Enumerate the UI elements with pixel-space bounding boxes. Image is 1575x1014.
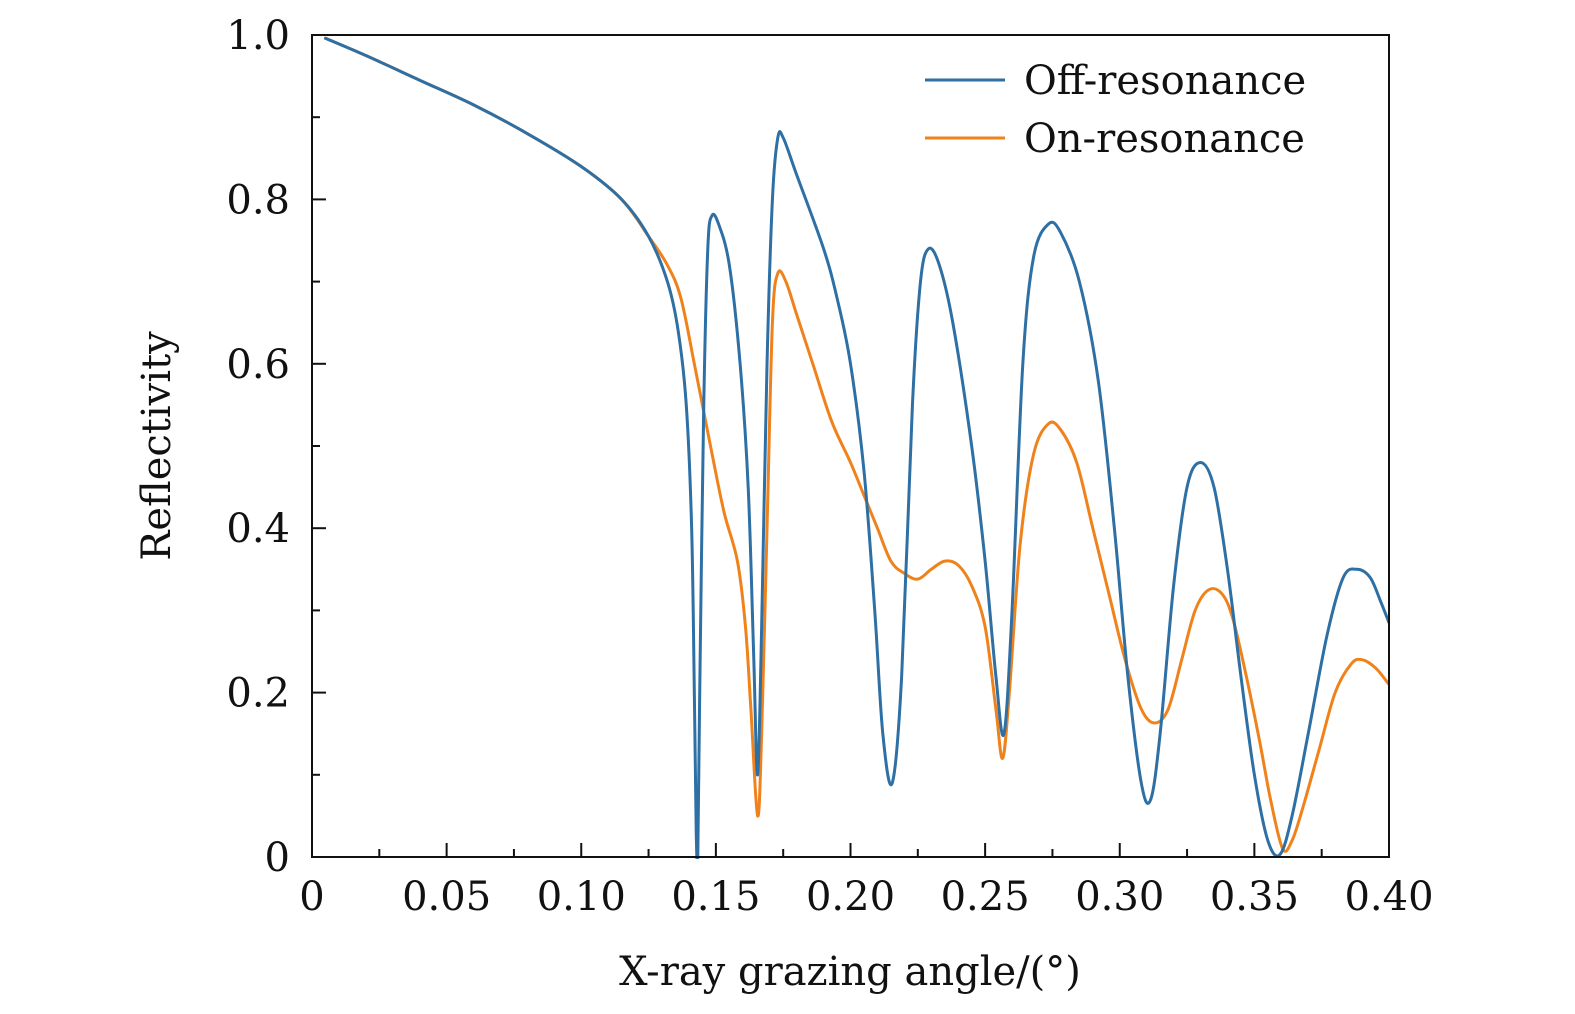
x-tick-label: 0: [299, 874, 324, 920]
x-tick-label: 0.15: [671, 874, 760, 920]
y-tick-label: 0.6: [226, 342, 290, 388]
x-tick-label: 0.35: [1210, 874, 1299, 920]
series-line-on-resonance: [323, 36, 1389, 853]
y-tick-label: 0: [265, 835, 290, 881]
y-tick-label: 0.8: [226, 177, 290, 223]
x-tick-label: 0.40: [1344, 874, 1433, 920]
x-tick-label: 0.20: [806, 874, 895, 920]
y-axis-title: Reflectivity: [134, 331, 180, 561]
x-tick-label: 0.10: [537, 874, 626, 920]
x-axis-ticks: 0 0.05 0.10 0.15 0.20 0.25 0.30 0.35 0.40: [299, 843, 1434, 920]
x-tick-label: 0.05: [402, 874, 491, 920]
y-tick-label: 0.4: [226, 506, 290, 552]
legend: Off-resonance On-resonance: [925, 58, 1306, 162]
legend-label-on-resonance: On-resonance: [1024, 116, 1305, 162]
y-axis-ticks: 0 0.2 0.4 0.6 0.8 1.0: [226, 13, 326, 881]
plot-frame: [311, 34, 1390, 858]
y-tick-label: 0.2: [226, 671, 290, 717]
y-tick-label: 1.0: [226, 13, 290, 59]
series-layer: [323, 36, 1389, 859]
legend-label-off-resonance: Off-resonance: [1024, 58, 1306, 104]
x-axis-title: X-ray grazing angle/(°): [619, 949, 1081, 995]
series-line-off-resonance: [323, 36, 1389, 859]
x-tick-label: 0.30: [1075, 874, 1164, 920]
x-tick-label: 0.25: [941, 874, 1030, 920]
